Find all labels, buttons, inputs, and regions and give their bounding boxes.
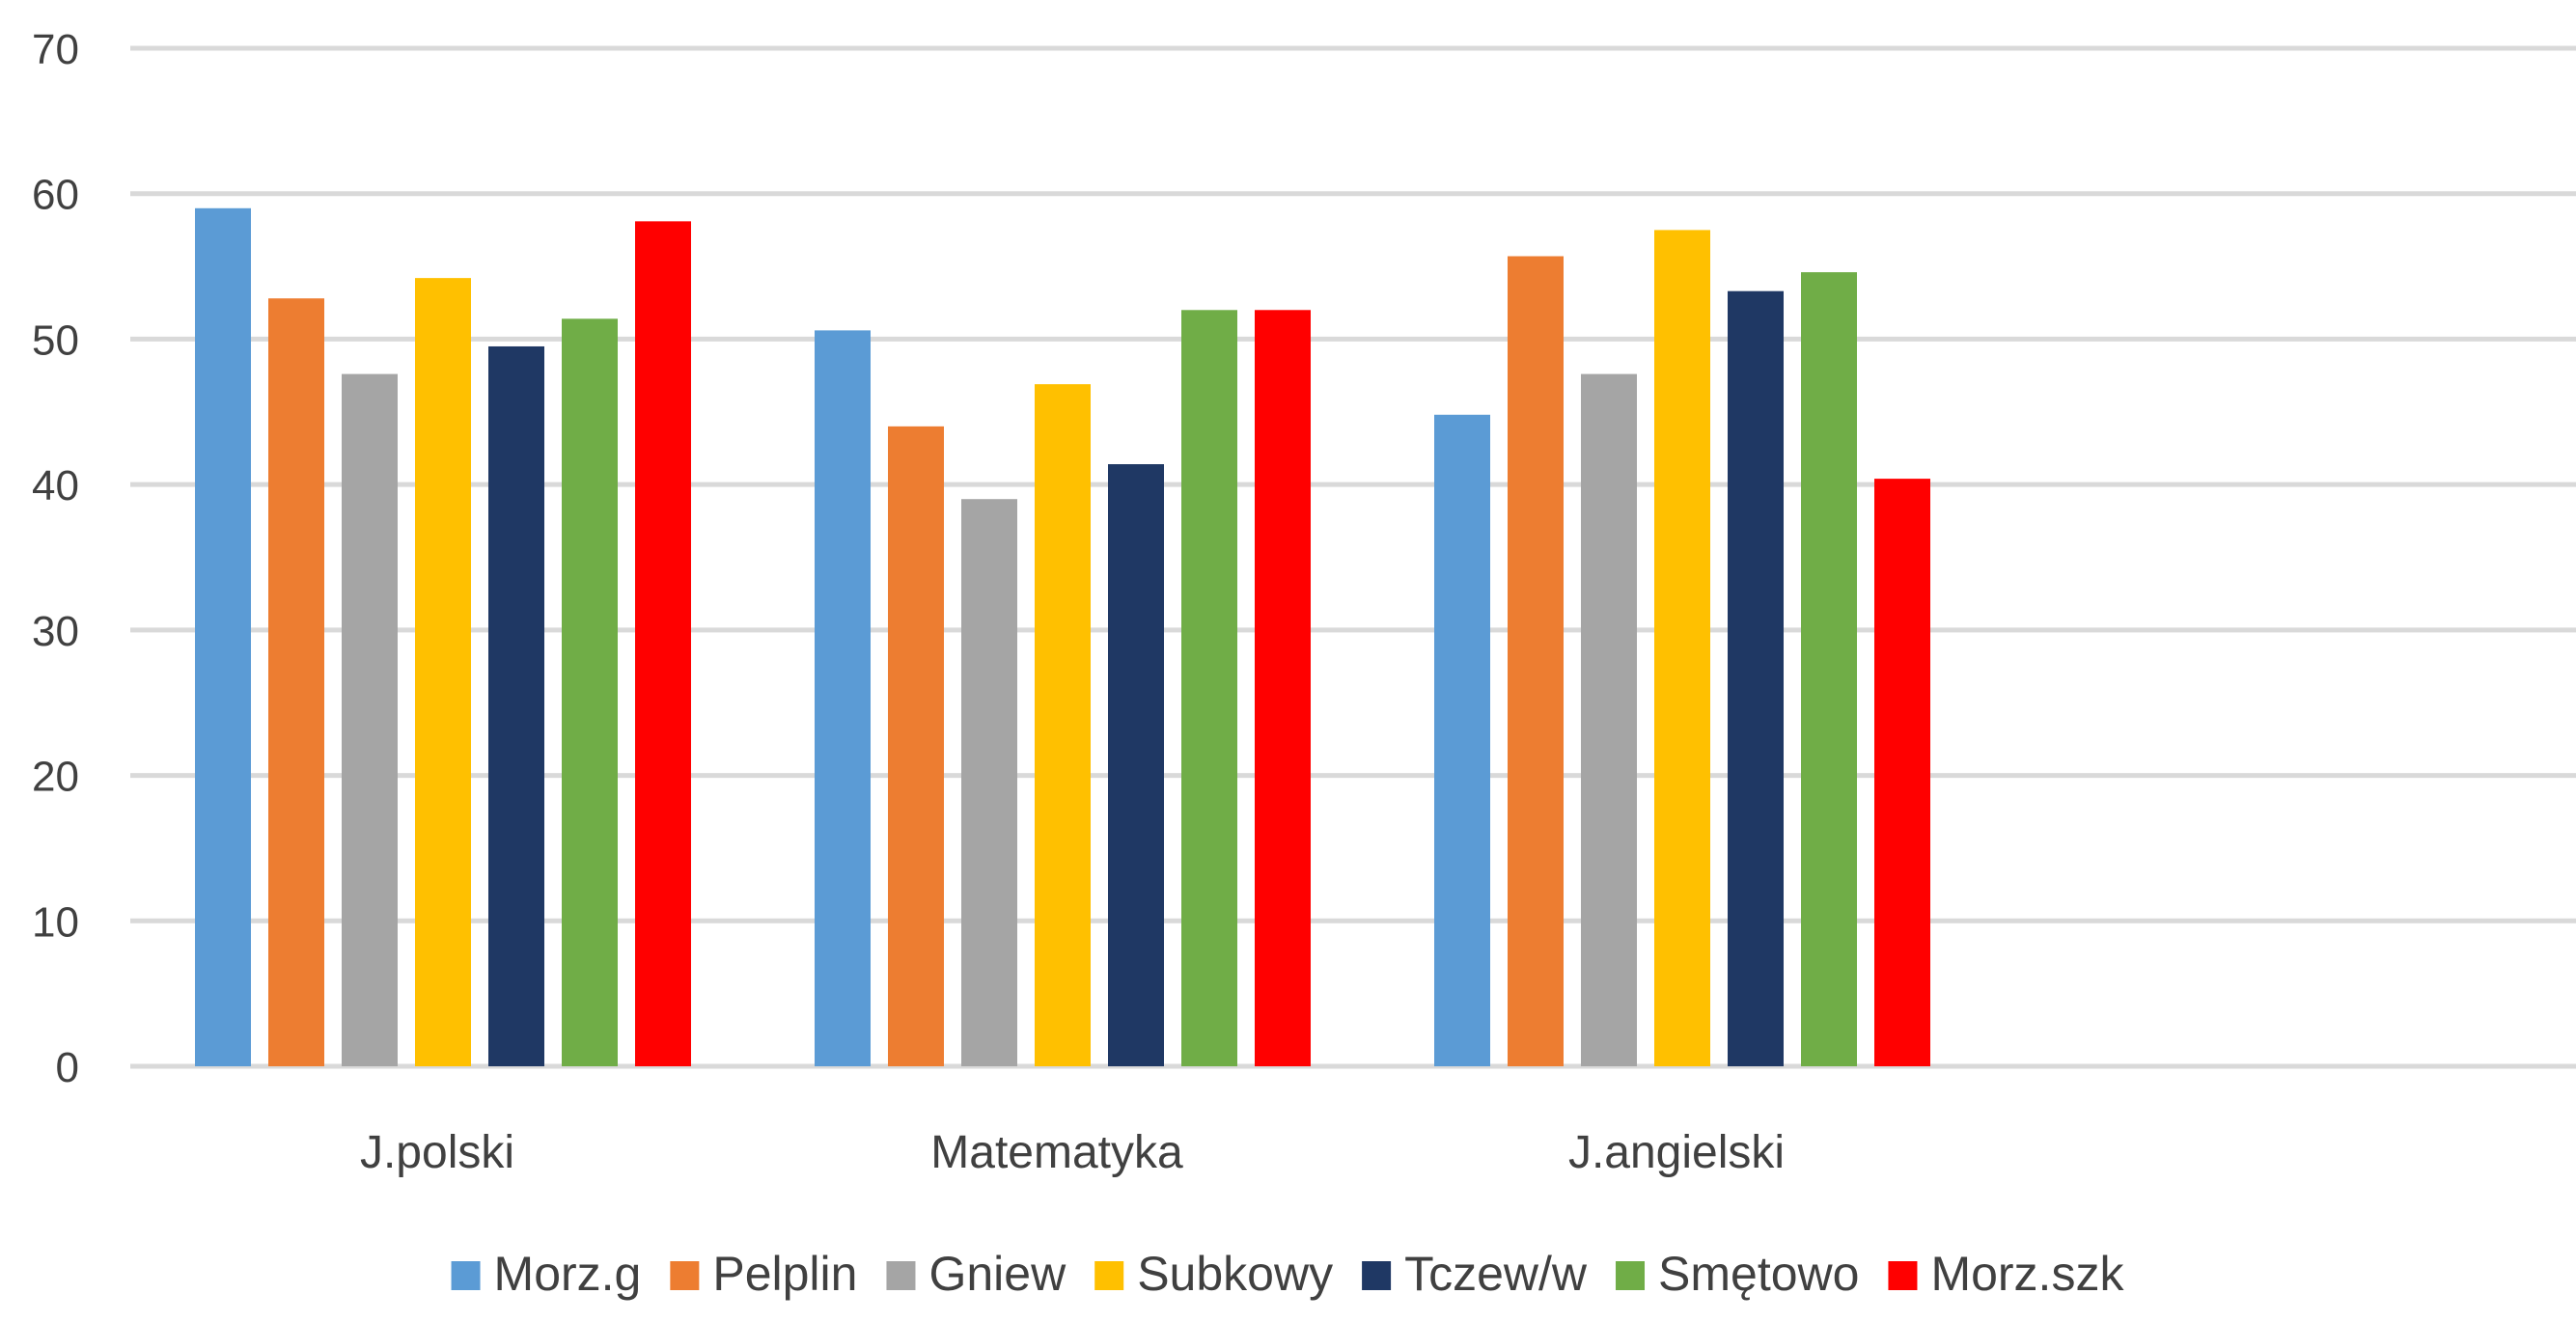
bar-Matematyka-Smętowo	[1181, 310, 1237, 1066]
x-category-label-Matematyka: Matematyka	[930, 1127, 1183, 1178]
y-tick-label-30: 30	[32, 608, 79, 655]
bar-Matematyka-Tczew/w	[1108, 464, 1164, 1066]
legend: Morz.g Pelplin Gniew Subkowy Tczew/w Smętowo M…	[451, 1247, 2124, 1301]
bar-J.polski-Pelplin	[268, 298, 324, 1066]
legend-swatch-Tczew/w	[1362, 1261, 1392, 1290]
bar-J.angielski-Pelplin	[1508, 256, 1564, 1066]
y-tick-label-10: 10	[32, 898, 79, 946]
bar-Matematyka-Gniew	[961, 499, 1017, 1066]
x-category-label-J.polski: J.polski	[360, 1127, 514, 1178]
bar-J.angielski-Morz.szk	[1874, 479, 1930, 1067]
bar-Matematyka-Pelplin	[888, 426, 944, 1066]
bars	[195, 207, 1930, 1067]
bar-J.polski-Morz.g	[195, 207, 251, 1067]
legend-swatch-Gniew	[886, 1261, 916, 1290]
y-tick-label-50: 50	[32, 317, 79, 364]
y-tick-label-60: 60	[32, 172, 79, 219]
legend-swatch-Subkowy	[1094, 1261, 1124, 1290]
y-tick-label-20: 20	[32, 754, 79, 801]
bar-J.angielski-Tczew/w	[1728, 290, 1784, 1066]
bar-Matematyka-Subkowy	[1035, 384, 1091, 1066]
bar-J.angielski-Subkowy	[1654, 230, 1710, 1067]
legend-label-Subkowy: Subkowy	[1137, 1247, 1333, 1301]
y-tick-label-0: 0	[56, 1044, 79, 1091]
bar-J.polski-Morz.szk	[635, 221, 691, 1067]
y-tick-label-40: 40	[32, 462, 79, 510]
bar-J.angielski-Morz.g	[1434, 414, 1490, 1066]
legend-label-Morz.szk: Morz.szk	[1930, 1247, 2124, 1301]
legend-label-Tczew/w: Tczew/w	[1404, 1247, 1588, 1301]
bar-J.polski-Subkowy	[415, 278, 471, 1067]
legend-label-Smętowo: Smętowo	[1658, 1247, 1859, 1301]
bar-Matematyka-Morz.szk	[1255, 310, 1311, 1066]
bar-Matematyka-Morz.g	[815, 330, 871, 1066]
legend-label-Gniew: Gniew	[928, 1247, 1066, 1301]
legend-swatch-Morz.szk	[1888, 1261, 1918, 1290]
bar-J.polski-Gniew	[342, 373, 398, 1067]
bar-J.angielski-Gniew	[1581, 373, 1637, 1067]
legend-label-Pelplin: Pelplin	[712, 1247, 857, 1301]
x-axis-category-labels: J.polski Matematyka J.angielski	[360, 1127, 1785, 1178]
y-axis-tick-labels: 0 10 20 30 40 50 60 70	[32, 26, 79, 1091]
bar-J.polski-Tczew/w	[488, 345, 544, 1066]
legend-swatch-Pelplin	[670, 1261, 700, 1290]
legend-swatch-Morz.g	[451, 1261, 481, 1290]
legend-label-Morz.g: Morz.g	[494, 1247, 642, 1301]
x-category-label-J.angielski: J.angielski	[1568, 1127, 1785, 1178]
bar-J.angielski-Smętowo	[1801, 272, 1857, 1067]
legend-swatch-Smętowo	[1616, 1261, 1646, 1290]
bar-J.polski-Smętowo	[562, 318, 618, 1066]
y-tick-label-70: 70	[32, 26, 79, 73]
